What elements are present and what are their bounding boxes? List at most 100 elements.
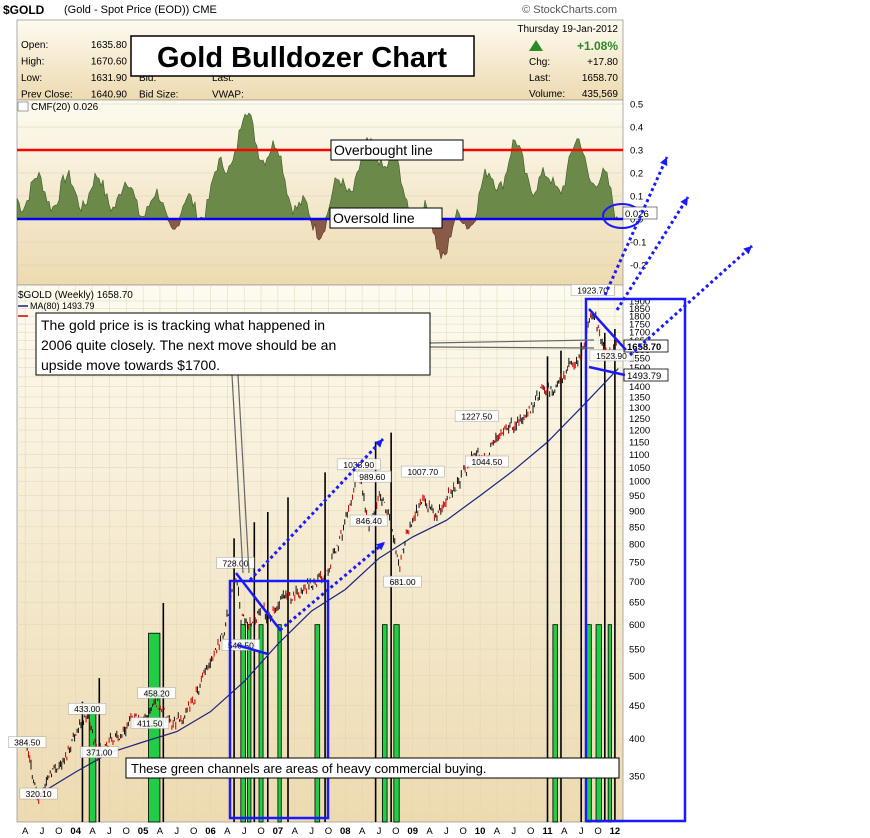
price-label-box	[130, 717, 169, 729]
price-tick-label: 450	[629, 701, 645, 712]
quote-label: Chg:	[529, 57, 550, 68]
cmf-tick-label: 0.2	[630, 169, 643, 180]
price-tick-label: 1000	[629, 477, 650, 488]
x-tick-label: 06	[205, 826, 216, 837]
price-tick-label: 1550	[629, 354, 650, 365]
green-channel	[586, 624, 592, 823]
cmf-value-label: 0.026	[625, 209, 649, 220]
x-tick-label: A	[292, 826, 299, 837]
channels-caption-box	[125, 757, 620, 779]
title-box	[130, 35, 475, 77]
arrowhead-icon	[680, 197, 688, 206]
x-tick-label: O	[392, 826, 399, 837]
quote-label: High:	[21, 57, 44, 68]
quote-value: 1635.80	[91, 40, 128, 51]
x-tick-label: 08	[340, 826, 351, 837]
green-channel	[552, 624, 559, 823]
oversold-label: Oversold line	[333, 210, 415, 226]
cmf-tick-label: -0.1	[630, 238, 646, 249]
x-tick-label: J	[511, 826, 516, 837]
quote-value: +17.80	[587, 57, 618, 68]
price-label: 989.60	[359, 472, 385, 482]
overbought-label: Overbought line	[334, 142, 433, 158]
chart-title: Gold Bulldozer Chart	[157, 42, 447, 74]
x-tick-label: O	[55, 826, 62, 837]
price-label: 320.10	[26, 789, 52, 799]
price-tick-label: 1500	[629, 363, 650, 374]
green-channel	[595, 624, 602, 823]
price-label-box	[570, 284, 615, 296]
x-tick-label: A	[359, 826, 366, 837]
x-tick-label: O	[594, 826, 601, 837]
quote-change-pct: +1.08%	[577, 39, 618, 53]
x-tick-label: J	[107, 826, 112, 837]
price-label-box	[19, 787, 58, 800]
price-tick-label: 1800	[629, 312, 650, 323]
projection-arrow	[603, 156, 669, 296]
x-tick-label: 05	[138, 826, 149, 837]
price-label: 1007.70	[407, 467, 438, 477]
note-box	[35, 312, 431, 376]
quote-label: Volume:	[529, 89, 565, 100]
x-tick-label: J	[242, 826, 247, 837]
cmf-tick-label: 0.3	[630, 146, 643, 157]
price-title: $GOLD (Weekly) 1658.70	[18, 290, 133, 301]
quote-label: Last:	[212, 73, 234, 84]
price-tick-label: 550	[629, 645, 645, 656]
price-tick-label: 1150	[629, 437, 649, 448]
x-tick-label: 07	[273, 826, 284, 837]
ma-legend-label: MA(80) 1493.79	[30, 301, 95, 311]
note-text: upside move towards $1700.	[41, 357, 220, 373]
oversold-label-box	[329, 207, 443, 229]
x-tick-label: A	[224, 826, 231, 837]
green-channel	[258, 624, 264, 823]
note-text: 2006 quite closely. The next move should…	[41, 337, 336, 353]
green-channel	[247, 624, 252, 823]
price-tick-label: 1700	[629, 328, 650, 339]
up-arrow-icon	[529, 40, 543, 51]
price-tick-label: 1850	[629, 304, 650, 315]
callout-pointer	[237, 374, 250, 574]
cmf-tick-label: 0.0	[630, 215, 643, 226]
price-tick-label: 1300	[629, 403, 650, 414]
symbol-label: $GOLD	[3, 3, 45, 17]
x-tick-label: O	[325, 826, 332, 837]
x-tick-label: 09	[407, 826, 418, 837]
quote-label: VWAP:	[212, 90, 244, 101]
price-label-box	[349, 514, 388, 527]
quote-label: Bid Size:	[139, 90, 178, 101]
price-label-box	[80, 746, 119, 758]
x-tick-label: A	[157, 826, 164, 837]
price-tick-label: 700	[629, 577, 645, 588]
x-tick-label: A	[561, 826, 568, 837]
price-label: 681.00	[390, 577, 416, 587]
overbought-label-box	[330, 139, 464, 161]
price-tick-label: 1400	[629, 382, 650, 393]
cmf-panel	[16, 99, 624, 286]
quote-value: 435,569	[582, 89, 619, 100]
price-label: 1923.70	[577, 286, 608, 296]
price-label: 384.50	[14, 738, 40, 748]
last-price-tag: 1658.70	[627, 342, 661, 353]
quote-label: Low:	[21, 73, 42, 84]
quote-label: Prev Close:	[21, 90, 73, 101]
trendline	[588, 365, 626, 377]
trendline	[588, 308, 627, 351]
x-tick-label: A	[426, 826, 433, 837]
price-tick-label: 400	[629, 734, 645, 745]
cmf-tick-label: 0.5	[630, 100, 643, 111]
trendline	[236, 643, 269, 656]
price-label: 411.50	[137, 719, 163, 729]
price-label-box	[589, 349, 634, 362]
cmf-tick-label: 0.4	[630, 123, 643, 134]
quote-value: 1640.90	[91, 90, 128, 101]
x-tick-label: J	[444, 826, 449, 837]
callout-pointer	[429, 346, 595, 349]
cmf-value-tag	[622, 206, 658, 220]
x-tick-label: J	[174, 826, 179, 837]
price-label-box	[68, 702, 107, 715]
price-label-box	[400, 465, 445, 478]
price-label-box	[454, 410, 499, 422]
price-tick-label: 950	[629, 491, 645, 502]
pattern-box-2011	[584, 297, 687, 823]
